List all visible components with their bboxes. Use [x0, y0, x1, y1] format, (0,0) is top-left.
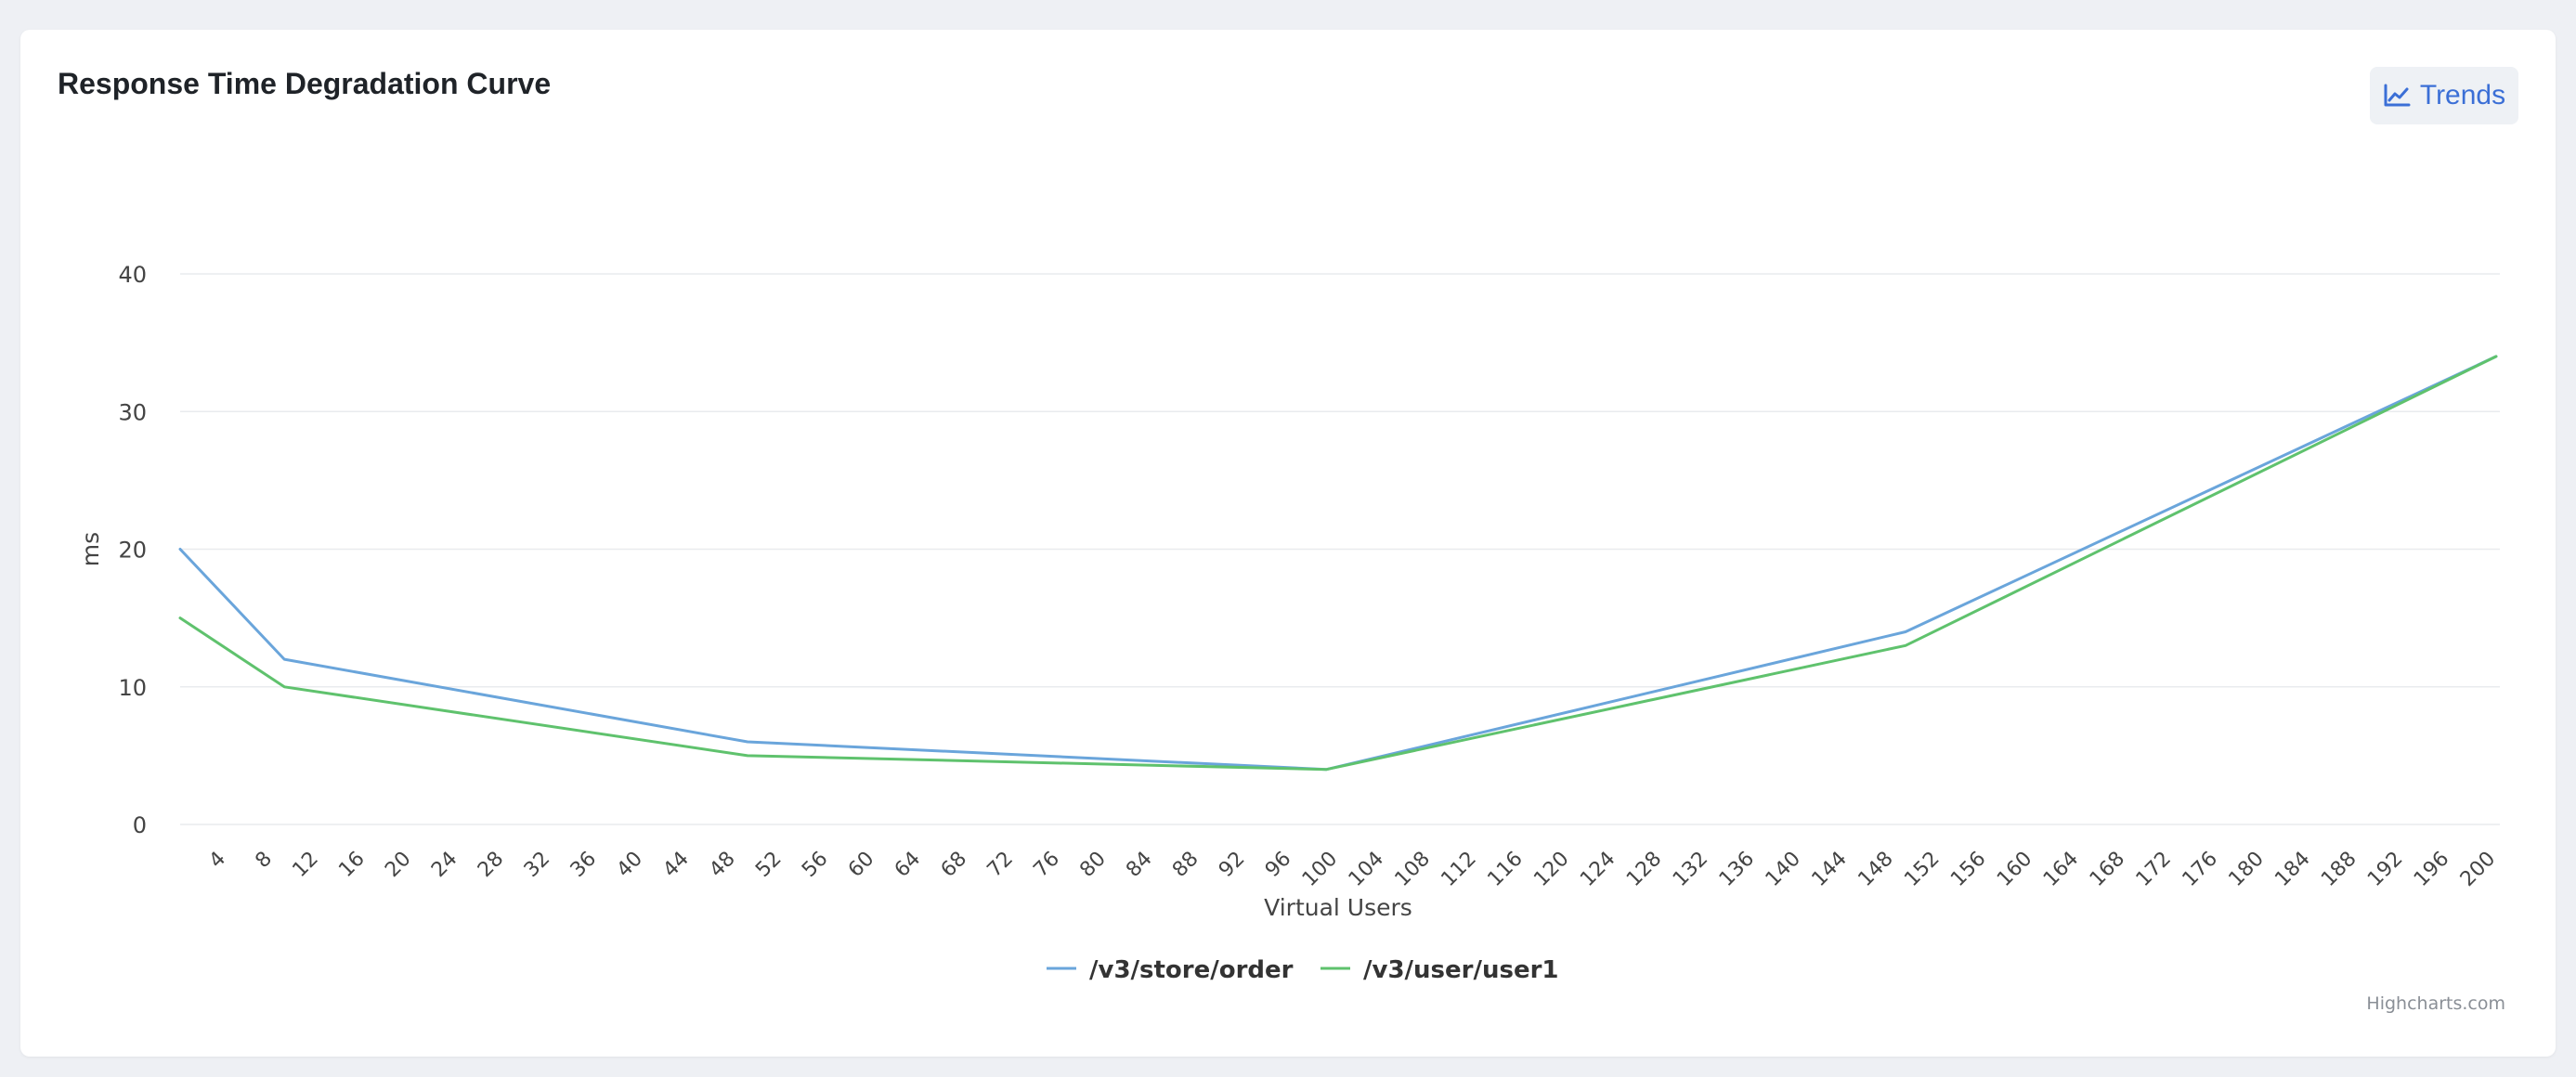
x-tick-label: 60 [844, 848, 878, 882]
x-tick-label: 144 [1808, 848, 1852, 891]
x-tick-label: 20 [381, 848, 415, 882]
x-tick-label: 168 [2086, 848, 2129, 891]
x-tick-label: 76 [1029, 848, 1063, 882]
y-tick-label: 30 [118, 399, 147, 425]
series-line-0 [178, 355, 2498, 772]
x-tick-label: 40 [613, 848, 647, 882]
x-tick-label: 116 [1483, 848, 1527, 891]
x-tick-label: 64 [891, 848, 925, 882]
x-tick-label: 100 [1298, 848, 1342, 891]
x-tick-label: 24 [427, 848, 462, 882]
x-tick-label: 72 [983, 848, 1018, 882]
x-tick-label: 4 [205, 848, 231, 874]
x-tick-label: 196 [2410, 848, 2453, 891]
series-line-1 [178, 355, 2498, 772]
x-tick-label: 68 [937, 848, 971, 882]
chart-card: Response Time Degradation Curve Trends 0… [20, 30, 2556, 1057]
x-tick-label: 52 [751, 848, 786, 882]
y-tick-label: 40 [118, 262, 147, 288]
x-tick-label: 120 [1529, 848, 1573, 891]
x-tick-label: 192 [2363, 848, 2407, 891]
x-tick-label: 140 [1762, 848, 1805, 891]
y-axis-title: ms [77, 532, 104, 566]
x-tick-label: 8 [251, 848, 277, 874]
x-tick-label: 28 [474, 848, 508, 882]
x-tick-label: 12 [288, 848, 322, 882]
x-tick-label: 48 [705, 848, 739, 882]
x-axis-title: Virtual Users [1264, 894, 1412, 921]
x-tick-label: 80 [1075, 848, 1110, 882]
x-tick-label: 36 [566, 848, 601, 882]
x-tick-label: 184 [2270, 848, 2314, 891]
y-tick-label: 0 [133, 812, 147, 838]
x-tick-label: 84 [1122, 848, 1156, 882]
x-tick-label: 152 [1900, 848, 1944, 891]
x-tick-label: 164 [2039, 848, 2083, 891]
chart-title: Response Time Degradation Curve [58, 67, 552, 100]
legend-item-1: /v3/user/user1 [1363, 956, 1559, 984]
legend-item-0: /v3/store/order [1089, 956, 1294, 984]
x-tick-label: 172 [2132, 848, 2176, 891]
x-tick-label: 180 [2224, 848, 2268, 891]
highcharts-credit[interactable]: Highcharts.com [2366, 993, 2505, 1014]
x-tick-label: 104 [1345, 848, 1388, 891]
x-tick-label: 176 [2179, 848, 2222, 891]
x-tick-label: 188 [2317, 848, 2361, 891]
x-tick-label: 32 [520, 848, 554, 882]
x-tick-label: 92 [1215, 848, 1249, 882]
line-chart-icon [2383, 84, 2411, 108]
x-tick-label: 108 [1391, 848, 1435, 891]
x-tick-label: 136 [1715, 848, 1759, 891]
y-tick-label: 20 [118, 538, 147, 564]
x-tick-label: 160 [1993, 848, 2036, 891]
x-tick-label: 132 [1669, 848, 1712, 891]
x-tick-label: 124 [1576, 848, 1620, 891]
x-tick-label: 112 [1438, 848, 1481, 891]
x-tick-label: 200 [2456, 848, 2500, 891]
x-tick-label: 128 [1622, 848, 1666, 891]
x-tick-label: 56 [798, 848, 832, 882]
trends-label: Trends [2419, 80, 2506, 110]
x-tick-label: 96 [1261, 848, 1295, 882]
x-tick-label: 156 [1946, 848, 1990, 891]
trends-button[interactable]: Trends [2370, 67, 2518, 124]
x-tick-label: 88 [1168, 848, 1203, 882]
x-tick-label: 148 [1854, 848, 1897, 891]
x-tick-label: 16 [334, 848, 369, 882]
x-tick-label: 44 [658, 848, 693, 882]
y-tick-label: 10 [118, 675, 147, 701]
